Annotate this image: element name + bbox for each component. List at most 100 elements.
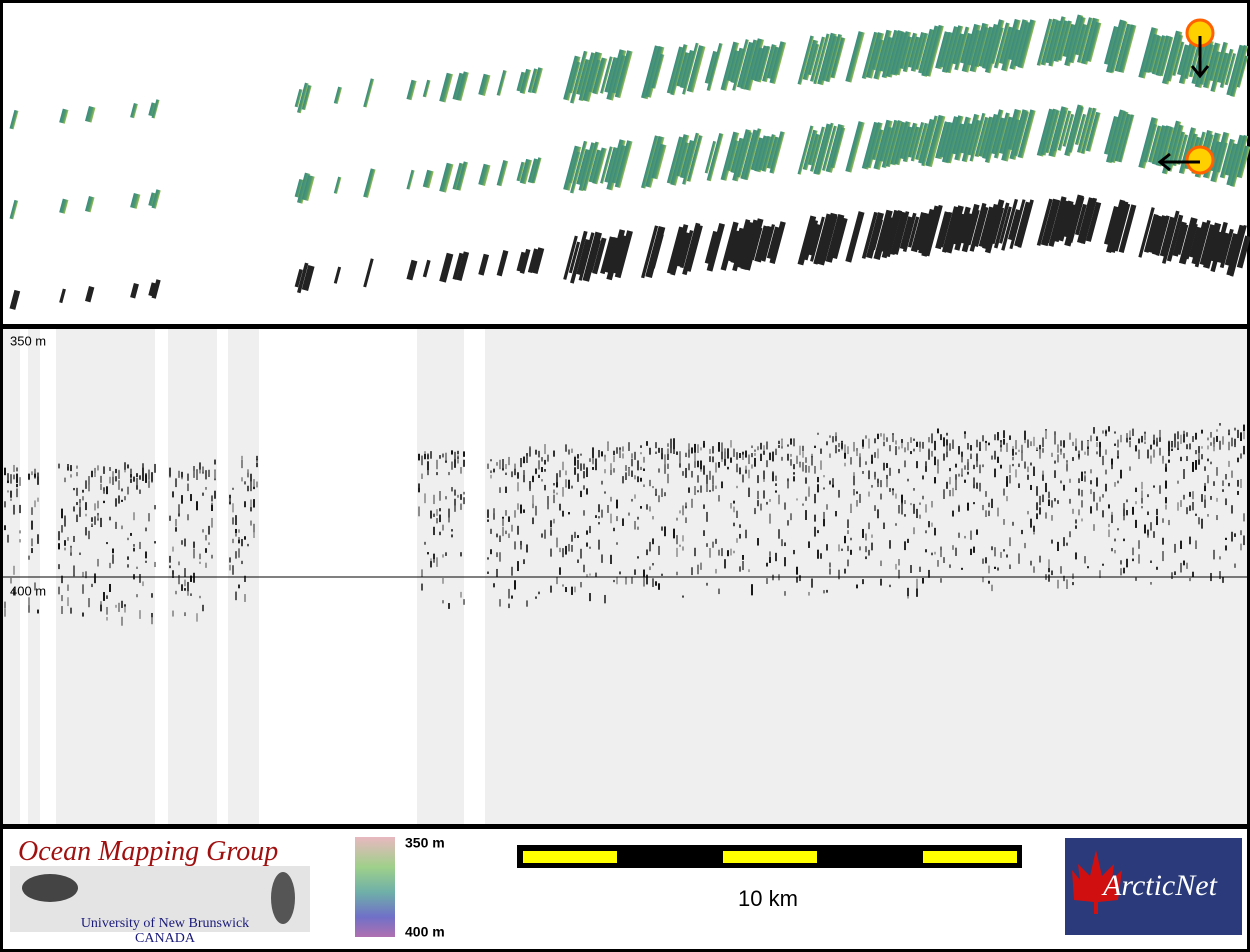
echo (835, 436, 837, 442)
echo (1216, 429, 1218, 432)
echo (736, 463, 738, 473)
echo (949, 564, 951, 568)
echo (82, 584, 84, 594)
echo (514, 463, 516, 469)
swath (817, 122, 834, 175)
echo (1063, 537, 1065, 547)
swath (915, 122, 929, 161)
swath (1177, 224, 1189, 255)
echo (211, 554, 213, 559)
echo (718, 462, 720, 468)
echo (793, 476, 795, 482)
echo (1006, 479, 1008, 487)
echo (1132, 558, 1134, 562)
echo (691, 447, 693, 454)
echo (793, 464, 795, 470)
echo (676, 451, 678, 455)
echo (772, 451, 774, 462)
echo (523, 456, 525, 464)
swath (1217, 52, 1230, 84)
echo (1087, 449, 1089, 456)
echo (1213, 549, 1215, 560)
echo (682, 471, 684, 476)
echo (1222, 436, 1224, 445)
swath (651, 143, 667, 180)
echo (577, 473, 579, 482)
echo (1054, 460, 1056, 464)
echo (175, 527, 177, 532)
swath (1189, 46, 1201, 78)
swath (1172, 131, 1186, 167)
echo (139, 610, 141, 619)
swath (682, 132, 700, 185)
echo (13, 504, 15, 515)
echo (517, 561, 519, 572)
echo (670, 438, 672, 446)
echo (1045, 482, 1047, 493)
echo (1048, 499, 1050, 506)
echo (745, 469, 747, 474)
swath (59, 288, 66, 304)
echo (898, 558, 900, 566)
echo (439, 508, 441, 512)
echo (808, 487, 810, 497)
echo (493, 583, 495, 588)
echo (448, 471, 450, 476)
echo (19, 504, 21, 514)
echo (532, 503, 534, 509)
echo (424, 452, 426, 460)
echo (661, 447, 663, 454)
swath (902, 32, 918, 73)
echo (31, 538, 33, 547)
logo-shape (271, 872, 295, 924)
echo (859, 453, 861, 457)
echo (997, 438, 999, 441)
echo (664, 457, 666, 466)
echo (1015, 440, 1017, 450)
echo (538, 460, 540, 470)
echo (919, 441, 921, 448)
echo (85, 502, 87, 511)
swath (422, 169, 434, 189)
echo (1051, 515, 1053, 521)
echo (1204, 466, 1206, 471)
echo (949, 467, 951, 472)
echo (1105, 483, 1107, 492)
swath (1217, 142, 1228, 173)
echo (691, 567, 693, 576)
echo (769, 452, 771, 461)
echo (673, 528, 675, 539)
echo (1012, 448, 1014, 456)
echo (757, 475, 759, 484)
swath (1057, 110, 1072, 151)
echo (133, 544, 135, 547)
echo (1141, 497, 1143, 504)
echo (490, 549, 492, 555)
echo (190, 494, 192, 501)
echo (826, 589, 828, 593)
echo (1129, 440, 1131, 448)
echo (178, 470, 180, 478)
echo (460, 467, 462, 474)
echo (142, 581, 144, 587)
echo (997, 432, 999, 439)
echo (622, 476, 624, 484)
echo (34, 500, 36, 508)
echo (460, 591, 462, 598)
echo (1054, 434, 1056, 445)
echo (643, 577, 645, 587)
echo (1189, 536, 1191, 545)
echo (676, 517, 678, 521)
echo (643, 456, 645, 463)
echo (925, 530, 927, 534)
swath (813, 33, 830, 85)
swath (297, 82, 309, 114)
echo (1144, 524, 1146, 534)
echo (754, 449, 756, 452)
echo (868, 549, 870, 556)
echo (250, 499, 252, 508)
echo (1030, 441, 1032, 447)
colorbar (355, 837, 395, 937)
echo (187, 514, 189, 521)
echo (598, 516, 600, 519)
